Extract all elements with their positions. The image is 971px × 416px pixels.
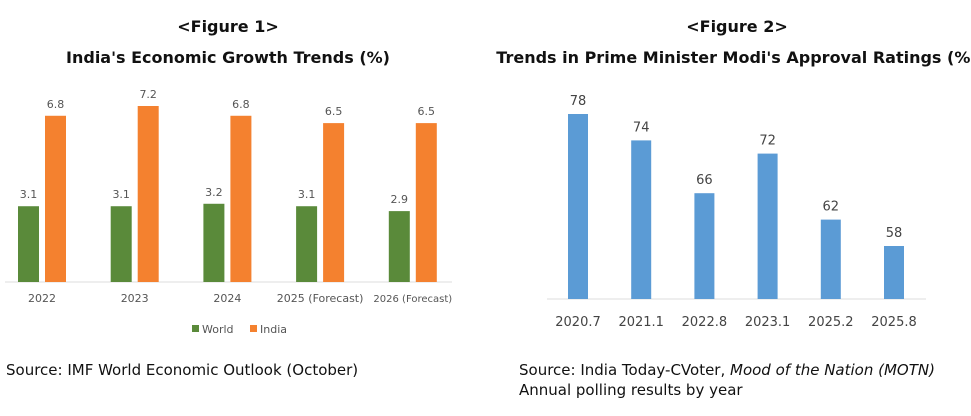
x-tick-label: 2021.1: [618, 315, 664, 330]
x-tick-label: 2020.7: [555, 315, 601, 330]
x-tick-label: 2022.8: [682, 315, 728, 330]
bar-approval: [820, 219, 841, 299]
bar-world: [203, 203, 225, 282]
figure2-source: Source: India Today-CVoter, Mood of the …: [519, 360, 939, 400]
legend-swatch: [192, 325, 199, 332]
bar-approval: [757, 153, 778, 299]
data-label: 6.5: [325, 105, 343, 118]
figure2-title: Trends in Prime Minister Modi's Approval…: [496, 48, 971, 67]
x-tick-label: 2025.8: [871, 315, 917, 330]
bar-india: [45, 115, 66, 283]
figure2-label: <Figure 2>: [686, 17, 788, 36]
bar-india: [137, 106, 159, 282]
x-tick-label: 2024: [213, 292, 241, 305]
bar-world: [388, 211, 410, 282]
figure1-title: India's Economic Growth Trends (%): [66, 48, 390, 67]
bar-world: [296, 206, 318, 282]
x-tick-label: 2022: [28, 292, 56, 305]
source-prefix: Source: India Today-CVoter,: [519, 361, 731, 379]
data-label: 3.1: [112, 188, 130, 201]
data-label: 2.9: [391, 193, 409, 206]
legend-label: World: [202, 323, 234, 336]
bar-approval: [568, 114, 588, 299]
x-tick-label: 2025.2: [808, 315, 854, 330]
data-label: 58: [886, 226, 903, 241]
figure1-label: <Figure 1>: [177, 17, 279, 36]
x-tick-label: 2025 (Forecast): [277, 292, 364, 305]
bar-india: [415, 123, 437, 282]
bar-approval: [884, 246, 904, 299]
data-label: 78: [570, 94, 587, 109]
data-label: 74: [633, 120, 650, 135]
data-label: 6.5: [418, 105, 436, 118]
bar-world: [110, 206, 132, 282]
data-label: 62: [823, 200, 840, 215]
figure1-source: Source: IMF World Economic Outlook (Octo…: [6, 361, 359, 379]
bar-world: [18, 206, 39, 282]
data-label: 7.2: [139, 88, 157, 101]
bar-india: [323, 123, 345, 282]
x-tick-label: 2026 (Forecast): [373, 294, 452, 305]
data-label: 3.2: [205, 186, 223, 199]
data-label: 72: [759, 134, 776, 149]
data-label: 3.1: [298, 188, 316, 201]
source-suffix: Annual polling results by year: [519, 381, 743, 399]
source-italic: Mood of the Nation (MOTN): [730, 361, 935, 379]
bar-approval: [631, 140, 652, 299]
data-label: 6.8: [47, 98, 65, 111]
data-label: 66: [696, 173, 713, 188]
data-label: 6.8: [232, 98, 250, 111]
bar-india: [230, 115, 252, 283]
legend-swatch: [250, 325, 257, 332]
x-tick-label: 2023.1: [745, 315, 791, 330]
bar-approval: [694, 193, 715, 299]
legend-label: India: [260, 323, 287, 336]
x-tick-label: 2023: [121, 292, 149, 305]
data-label: 3.1: [20, 188, 38, 201]
